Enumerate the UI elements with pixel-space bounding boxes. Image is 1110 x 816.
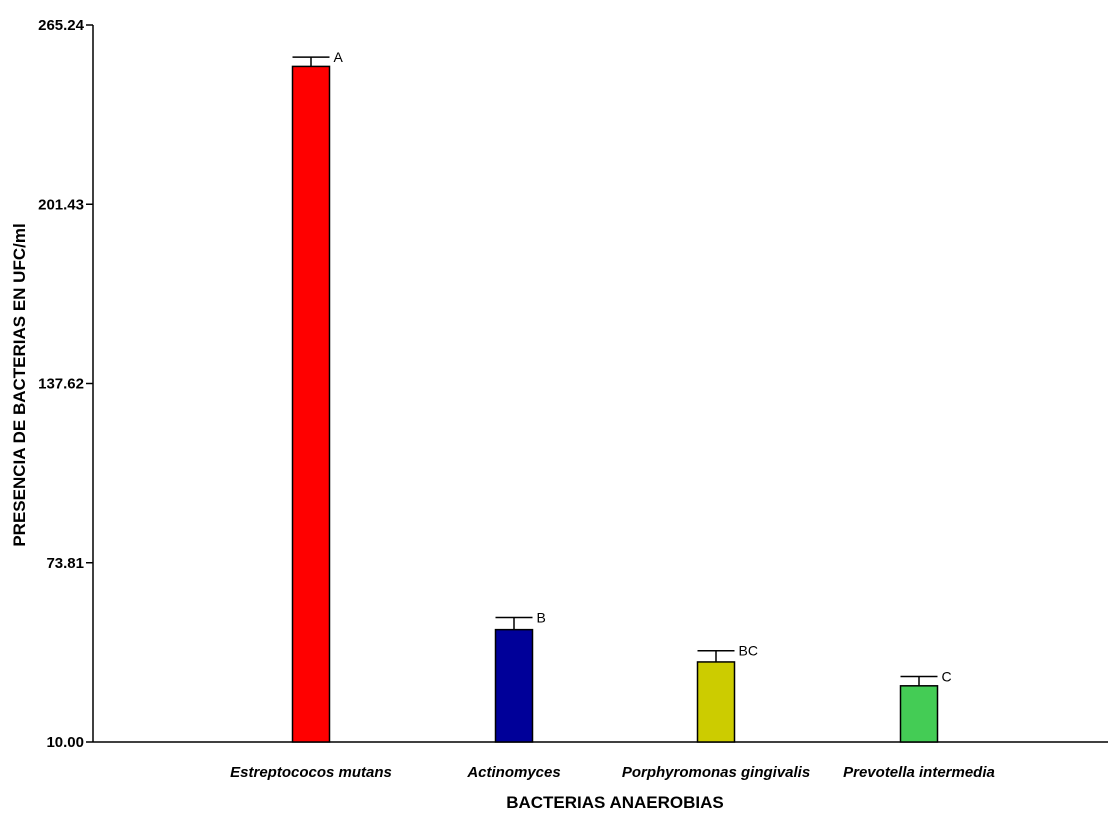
x-axis-title: BACTERIAS ANAEROBIAS	[506, 793, 724, 812]
error-bar	[900, 675, 938, 686]
error-bars	[292, 56, 938, 686]
significance-label: C	[942, 669, 952, 685]
category-label: Estreptococos mutans	[230, 764, 392, 781]
significance-labels: A B BC C	[334, 49, 952, 684]
y-tick-label: 201.43	[38, 196, 84, 213]
bar	[494, 628, 534, 743]
category-label: Actinomyces	[466, 764, 560, 781]
y-tick-label: 137.62	[38, 376, 84, 393]
error-bar	[292, 56, 330, 67]
error-bar	[495, 616, 533, 630]
category-labels: Estreptococos mutans Actinomyces Porphyrom…	[230, 764, 995, 781]
y-axis-title: PRESENCIA DE BACTERIAS EN UFC/ml	[10, 223, 29, 546]
category-label: Porphyromonas gingivalis	[622, 764, 810, 781]
significance-label: A	[334, 49, 344, 65]
bar	[899, 685, 939, 743]
y-tick-label: 265.24	[38, 17, 85, 34]
axes	[92, 25, 1108, 743]
category-label: Prevotella intermedia	[843, 764, 995, 781]
error-bar	[697, 649, 735, 662]
y-tick-label: 73.81	[46, 555, 84, 572]
significance-label: B	[537, 610, 546, 626]
y-ticks: 10.00 73.81 137.62 201.43 265.24	[38, 17, 93, 751]
y-tick-label: 10.00	[46, 734, 84, 751]
bars	[291, 65, 939, 743]
bar	[291, 65, 331, 743]
significance-label: BC	[739, 643, 758, 659]
bar	[696, 661, 736, 743]
